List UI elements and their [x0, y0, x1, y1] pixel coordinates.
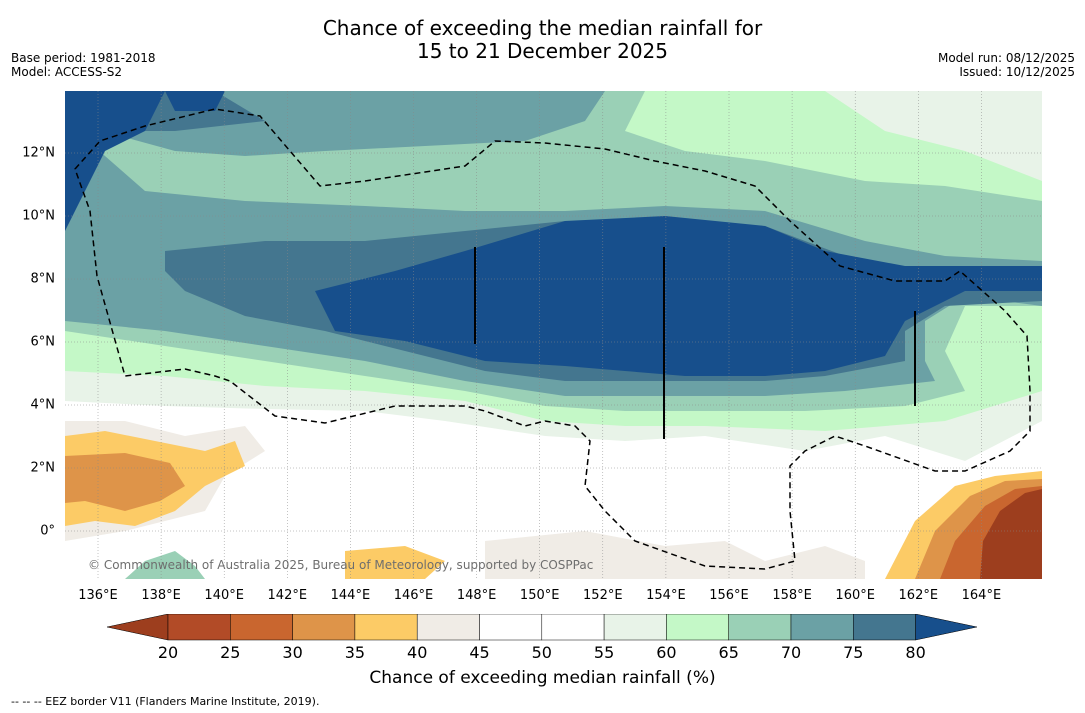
colorbar-tick-label: 25	[220, 643, 241, 662]
eez-border	[74, 108, 1031, 570]
colorbar-tick-label: 70	[780, 643, 802, 662]
contour-35-40-south	[345, 546, 445, 579]
base-period: Base period: 1981-2018	[11, 51, 156, 65]
colorbar-tick-label: 35	[344, 643, 366, 662]
colorbar-segment	[853, 614, 916, 641]
longitude-tick-label: 140°E	[204, 588, 244, 603]
colorbar-segment	[666, 614, 729, 641]
latitude-tick-label: 10°N	[22, 208, 55, 224]
colorbar-max-arrow	[915, 614, 978, 641]
model-name: Model: ACCESS-S2	[11, 65, 123, 79]
latitude-tick-label: 8°N	[30, 271, 56, 287]
longitude-tick-label: 146°E	[393, 588, 434, 603]
longitude-tick-label: 144°E	[330, 588, 371, 603]
colorbar-segment	[479, 614, 543, 641]
longitude-tick-label: 164°E	[961, 588, 1002, 603]
longitude-tick-label: 142°E	[267, 588, 308, 603]
colorbar-tick-label: 50	[531, 643, 552, 662]
colorbar-tick-label: 60	[656, 643, 677, 662]
latitude-tick-label: 4°N	[30, 397, 56, 413]
graticule	[65, 91, 1042, 579]
longitude-tick-label: 136°E	[78, 588, 118, 603]
colorbar-tick-label: 65	[718, 643, 739, 662]
map-title-line1: Chance of exceeding the median rainfall …	[322, 16, 763, 40]
longitude-tick-label: 158°E	[772, 588, 812, 603]
colorbar-tick-label: 40	[407, 643, 428, 662]
longitude-tick-label: 154°E	[646, 588, 686, 603]
colorbar-title: Chance of exceeding median rainfall (%)	[369, 668, 716, 688]
colorbar-tick-label: 55	[593, 643, 615, 662]
longitude-tick-label: 156°E	[709, 588, 749, 603]
colorbar	[106, 614, 978, 641]
eez-legend-note: -- -- -- EEZ border V11 (Flanders Marine…	[11, 695, 320, 708]
colorbar-segment	[354, 614, 418, 641]
colorbar-tick-label: 75	[843, 643, 864, 662]
colorbar-tick-label: 30	[282, 643, 303, 662]
map-title-line2: 15 to 21 December 2025	[416, 39, 668, 63]
colorbar-segment	[167, 614, 231, 641]
model-run: Model run: 08/12/2025	[937, 51, 1075, 65]
colorbar-segment	[728, 614, 792, 641]
colorbar-segment	[292, 614, 356, 641]
rainfall-map-svg	[65, 91, 1042, 579]
longitude-tick-label: 162°E	[898, 588, 939, 603]
colorbar-min-arrow	[106, 614, 169, 641]
contour-se-below-20	[980, 489, 1042, 579]
latitude-tick-label: 2°N	[30, 460, 56, 476]
issued-date: Issued: 10/12/2025	[959, 65, 1075, 79]
latitude-tick-label: 12°N	[22, 145, 55, 161]
colorbar-segment	[541, 614, 605, 641]
contour-sw-green	[125, 551, 205, 579]
colorbar-tick-label: 80	[905, 643, 926, 662]
colorbar-tick-label: 45	[469, 643, 490, 662]
longitude-tick-label: 152°E	[583, 588, 623, 603]
colorbar-tick-label: 20	[157, 643, 179, 662]
latitude-tick-label: 0°	[40, 523, 55, 539]
longitude-tick-label: 148°E	[456, 588, 497, 603]
map-credit: © Commonwealth of Australia 2025, Bureau…	[88, 558, 594, 572]
colorbar-segment	[790, 614, 854, 641]
colorbar-segment	[603, 614, 667, 641]
longitude-tick-label: 138°E	[141, 588, 181, 603]
colorbar-segment	[416, 614, 480, 641]
longitude-tick-label: 150°E	[519, 588, 560, 603]
longitude-tick-label: 160°E	[835, 588, 875, 603]
contour-above-80	[65, 91, 1042, 376]
rainfall-map: © Commonwealth of Australia 2025, Bureau…	[65, 91, 1042, 579]
colorbar-segment	[230, 614, 293, 641]
contour-30-35	[65, 453, 185, 511]
latitude-tick-label: 6°N	[30, 334, 56, 350]
